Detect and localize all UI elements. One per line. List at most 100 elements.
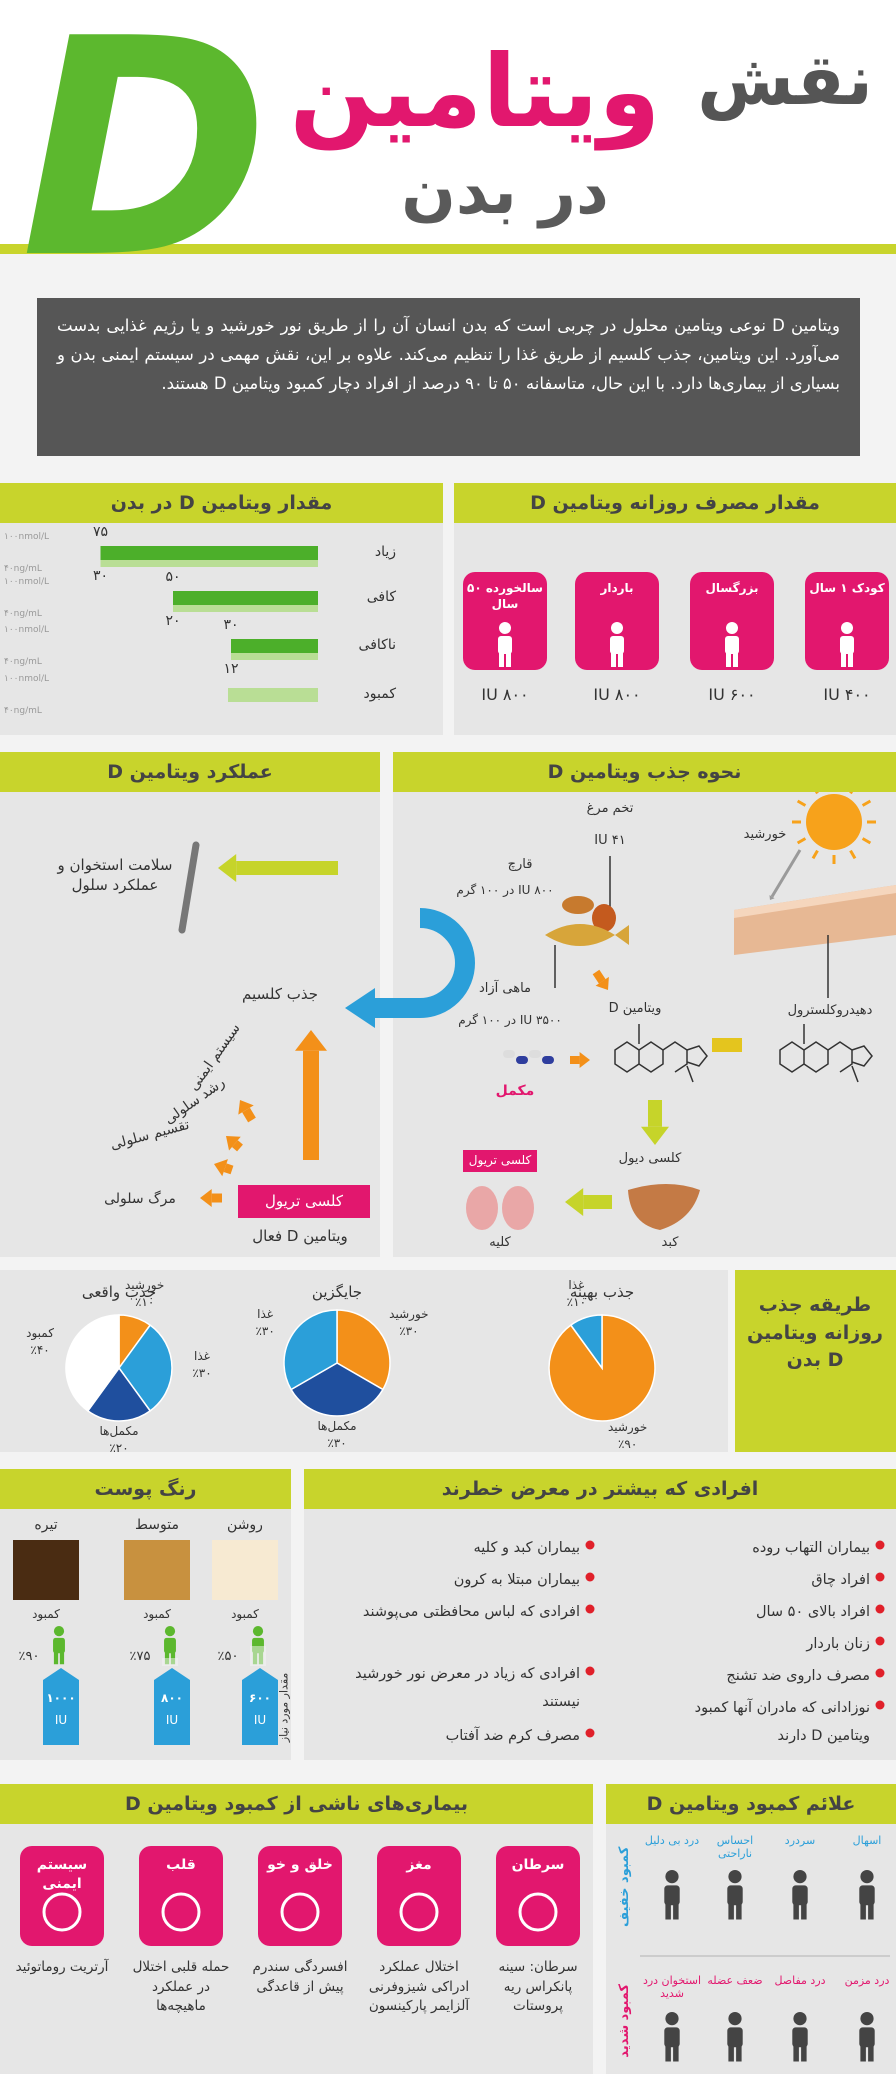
intro-box: ویتامین D نوعی ویتامین محلول در چربی است…	[37, 298, 860, 456]
arrow	[592, 969, 606, 984]
person-icon	[726, 622, 738, 634]
slice-value: ٪۳۰	[327, 1436, 347, 1450]
nmol-bar	[100, 546, 318, 560]
nmol-bar	[231, 639, 318, 653]
unit-label: ۱۰۰nmol/L	[4, 532, 50, 542]
kidney-calcitriol: کلسی تریول	[468, 1153, 532, 1167]
person-shade	[250, 1646, 266, 1666]
mushroom-amount: IU ۸۰۰ در ۱۰۰ گرم	[456, 883, 554, 897]
unit-label: ۱۰۰nmol/L	[4, 625, 50, 635]
bullet	[585, 1604, 595, 1614]
pie-title: جذب واقعی	[81, 1283, 157, 1301]
ng-bar	[100, 560, 318, 567]
nmol-label: ۷۵	[92, 524, 109, 540]
person-icon	[664, 1885, 680, 1906]
ray	[769, 895, 775, 900]
panel-title: مقدار ویتامین D در بدن	[0, 483, 443, 523]
disease-card	[20, 1846, 104, 1946]
person-icon	[164, 1637, 176, 1654]
salmon-label: ماهی آزاد	[478, 981, 532, 996]
disease-name: مغز	[406, 1857, 432, 1873]
person-icon	[611, 653, 616, 667]
vitamin-label: ویتامین D	[608, 1001, 662, 1016]
slice-name: غذا	[194, 1349, 210, 1363]
fish	[545, 924, 629, 946]
bullet	[875, 1540, 885, 1550]
intake-card	[690, 572, 774, 670]
tone-deficiency: کمبود	[231, 1607, 259, 1621]
tone-name: روشن	[227, 1517, 263, 1533]
pie-slice	[283, 1309, 338, 1391]
row-label: ناکافی	[358, 637, 396, 653]
person-icon	[727, 1885, 743, 1906]
disease-icon	[42, 1892, 82, 1932]
arrow	[295, 1030, 327, 1051]
intake-amount: IU ۸۰۰	[593, 685, 641, 704]
risk-item: نوزادانی که مادران آنها کمبود ویتامین D …	[694, 1700, 870, 1744]
person-icon	[665, 2046, 671, 2062]
pill	[542, 1056, 554, 1064]
bone-label: سلامت استخوان و عملکرد سلول	[57, 856, 173, 895]
disease-card	[377, 1846, 461, 1946]
disease-card	[496, 1846, 580, 1946]
liver-label: کبد	[661, 1235, 679, 1250]
ng-label: ۱۲	[223, 661, 239, 677]
risk-item: بیماران مبتلا به کرون	[453, 1572, 580, 1588]
disease-details: سرطان: سینه پانکراس ریه پروستات	[498, 1959, 578, 2015]
egg-label: تخم مرغ	[586, 801, 634, 816]
slice-name: مکمل‌ها	[99, 1424, 139, 1438]
person-icon	[859, 2027, 875, 2048]
vd3-tag	[712, 1038, 742, 1052]
iu-unit: IU	[253, 1713, 267, 1727]
disease-card	[139, 1846, 223, 1946]
arrow	[579, 1052, 590, 1068]
tone-swatch	[13, 1540, 79, 1600]
panel-title: مقدار مصرف روزانه ویتامین D	[454, 483, 896, 523]
ng-label: ۳۰	[92, 568, 109, 584]
pill	[503, 1050, 515, 1058]
header-rule	[0, 244, 896, 254]
panel-title: افرادی که بیشتر در معرض خطرند	[304, 1469, 896, 1509]
kidney-label: کلیه	[489, 1235, 511, 1250]
molecule	[779, 1024, 873, 1083]
unit-label: ۱۰۰nmol/L	[4, 577, 50, 587]
slice-value: ٪۳۰	[255, 1323, 275, 1338]
pill	[516, 1056, 528, 1064]
bullet	[875, 1636, 885, 1646]
intake-card	[463, 572, 547, 670]
pies-title: طریقه جذب روزانه ویتامین D بدن	[747, 1294, 883, 1372]
bullet	[585, 1540, 595, 1550]
tone-percent: ٪۵۰	[217, 1649, 239, 1664]
person-icon	[868, 1904, 874, 1920]
ng-bar	[231, 653, 318, 660]
ng-label: ۲۰	[165, 613, 181, 629]
bullet	[875, 1604, 885, 1614]
person-icon	[793, 2012, 807, 2026]
ray	[770, 849, 802, 898]
slice-value: ٪۱۰	[134, 1294, 155, 1309]
slice-value: ٪۳۰	[192, 1366, 212, 1380]
symptom-label: اسهال	[852, 1834, 882, 1847]
person-icon	[53, 1626, 65, 1637]
iu-unit: IU	[165, 1713, 179, 1727]
intake-label: سالخورده ۵۰ سال	[467, 581, 543, 612]
slice-value: ٪۱۰	[566, 1294, 587, 1309]
slice-name: مکمل‌ها	[317, 1419, 357, 1433]
tone-swatch	[124, 1540, 190, 1600]
arrow	[641, 1126, 669, 1145]
kidney-tag	[463, 1150, 537, 1172]
pie-title: جذب بهینه	[569, 1283, 635, 1301]
pie-slice	[569, 1314, 603, 1371]
person-icon	[498, 636, 512, 654]
symptom-label: استخوان درد شدید	[642, 1974, 702, 2001]
person-icon	[801, 1904, 807, 1920]
disease-details: آرتریت روماتوئید	[15, 1959, 109, 1975]
dehydro-label: دهیدروکلسترول	[787, 1003, 873, 1018]
iu-badge	[43, 1668, 79, 1745]
pie-title: جایگزین	[311, 1283, 363, 1301]
symptom-label: سردرد	[784, 1834, 816, 1847]
iu-unit: IU	[54, 1713, 68, 1727]
risk-item: زنان باردار	[806, 1636, 870, 1652]
disease-icon	[280, 1892, 320, 1932]
